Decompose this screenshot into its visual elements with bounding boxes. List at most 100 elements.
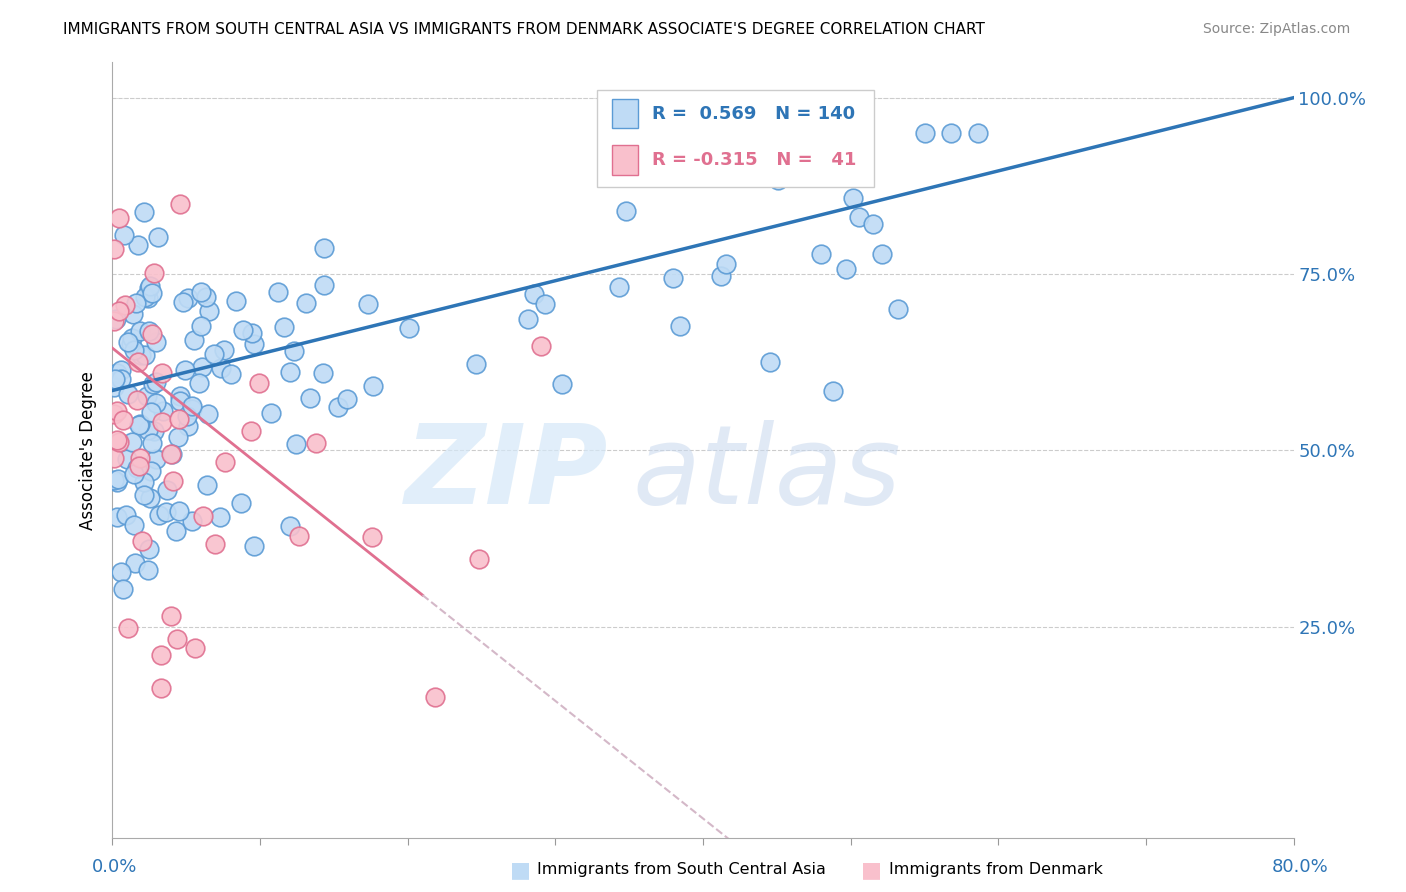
Point [145,396,167,410]
Point [138,324,160,338]
Point [107,211,129,226]
Point [716,257,738,271]
Point [115,508,138,523]
Point [131,534,153,549]
Point [239,424,262,438]
Point [122,467,145,481]
Point [125,392,148,407]
Point [169,389,191,403]
Point [247,376,270,391]
Point [117,621,139,635]
Point [312,278,335,293]
Text: Immigrants from Denmark: Immigrants from Denmark [889,863,1102,877]
Point [111,413,134,427]
Point [108,304,131,318]
Point [110,363,132,377]
Point [110,372,132,386]
Point [209,360,232,375]
Point [159,447,181,461]
Point [214,455,236,469]
Point [294,295,316,310]
Point [150,366,173,380]
Point [710,268,733,283]
Point [551,376,574,391]
Point [114,298,136,312]
Point [145,452,167,467]
Point [288,529,311,543]
Text: Immigrants from South Central Asia: Immigrants from South Central Asia [537,863,825,877]
Point [159,608,181,623]
Point [110,565,132,579]
Point [138,491,160,506]
Point [357,297,380,311]
Point [124,517,146,532]
Point [156,483,179,497]
Point [184,640,207,655]
Point [887,301,910,316]
Point [104,311,127,326]
Point [127,460,149,475]
Point [167,412,190,426]
Point [823,384,845,398]
Text: ZIP: ZIP [405,420,609,527]
Point [108,435,131,450]
Text: R =  0.569   N = 140: R = 0.569 N = 140 [652,104,855,123]
Point [103,380,125,394]
Point [231,323,253,337]
Point [121,307,143,321]
Point [148,508,170,522]
Point [425,690,447,705]
Point [181,399,204,413]
Point [280,365,302,379]
Point [810,246,832,260]
Text: ■: ■ [510,860,530,880]
Point [793,126,815,140]
Point [243,337,266,351]
Point [112,228,135,243]
Point [128,459,150,474]
Point [142,266,165,280]
Point [104,372,127,386]
Point [134,488,156,502]
Point [166,430,188,444]
FancyBboxPatch shape [596,89,875,186]
Point [191,509,214,524]
Point [121,434,143,449]
Point [174,363,197,377]
Point [607,280,630,294]
Point [105,434,128,448]
Point [533,297,555,311]
Point [273,320,295,334]
Point [225,294,247,309]
Point [190,285,212,299]
Point [939,126,962,140]
Point [710,153,733,168]
Point [139,279,162,293]
Point [312,241,335,255]
Point [103,314,125,328]
Point [134,348,156,362]
Point [103,450,125,465]
Point [197,303,219,318]
Point [285,436,308,450]
Point [146,229,169,244]
Point [870,247,893,261]
Point [363,378,385,392]
Point [177,418,200,433]
Point [103,243,125,257]
Point [138,542,160,557]
Point [176,409,198,423]
Point [195,290,218,304]
Point [107,472,129,486]
Point [150,648,173,662]
Point [124,295,146,310]
Point [208,510,231,524]
Point [197,408,219,422]
FancyBboxPatch shape [612,145,638,175]
Point [299,392,322,406]
Point [190,319,212,334]
Text: IMMIGRANTS FROM SOUTH CENTRAL ASIA VS IMMIGRANTS FROM DENMARK ASSOCIATE'S DEGREE: IMMIGRANTS FROM SOUTH CENTRAL ASIA VS IM… [63,22,986,37]
Point [127,237,149,252]
Point [135,388,157,402]
Point [129,451,152,466]
